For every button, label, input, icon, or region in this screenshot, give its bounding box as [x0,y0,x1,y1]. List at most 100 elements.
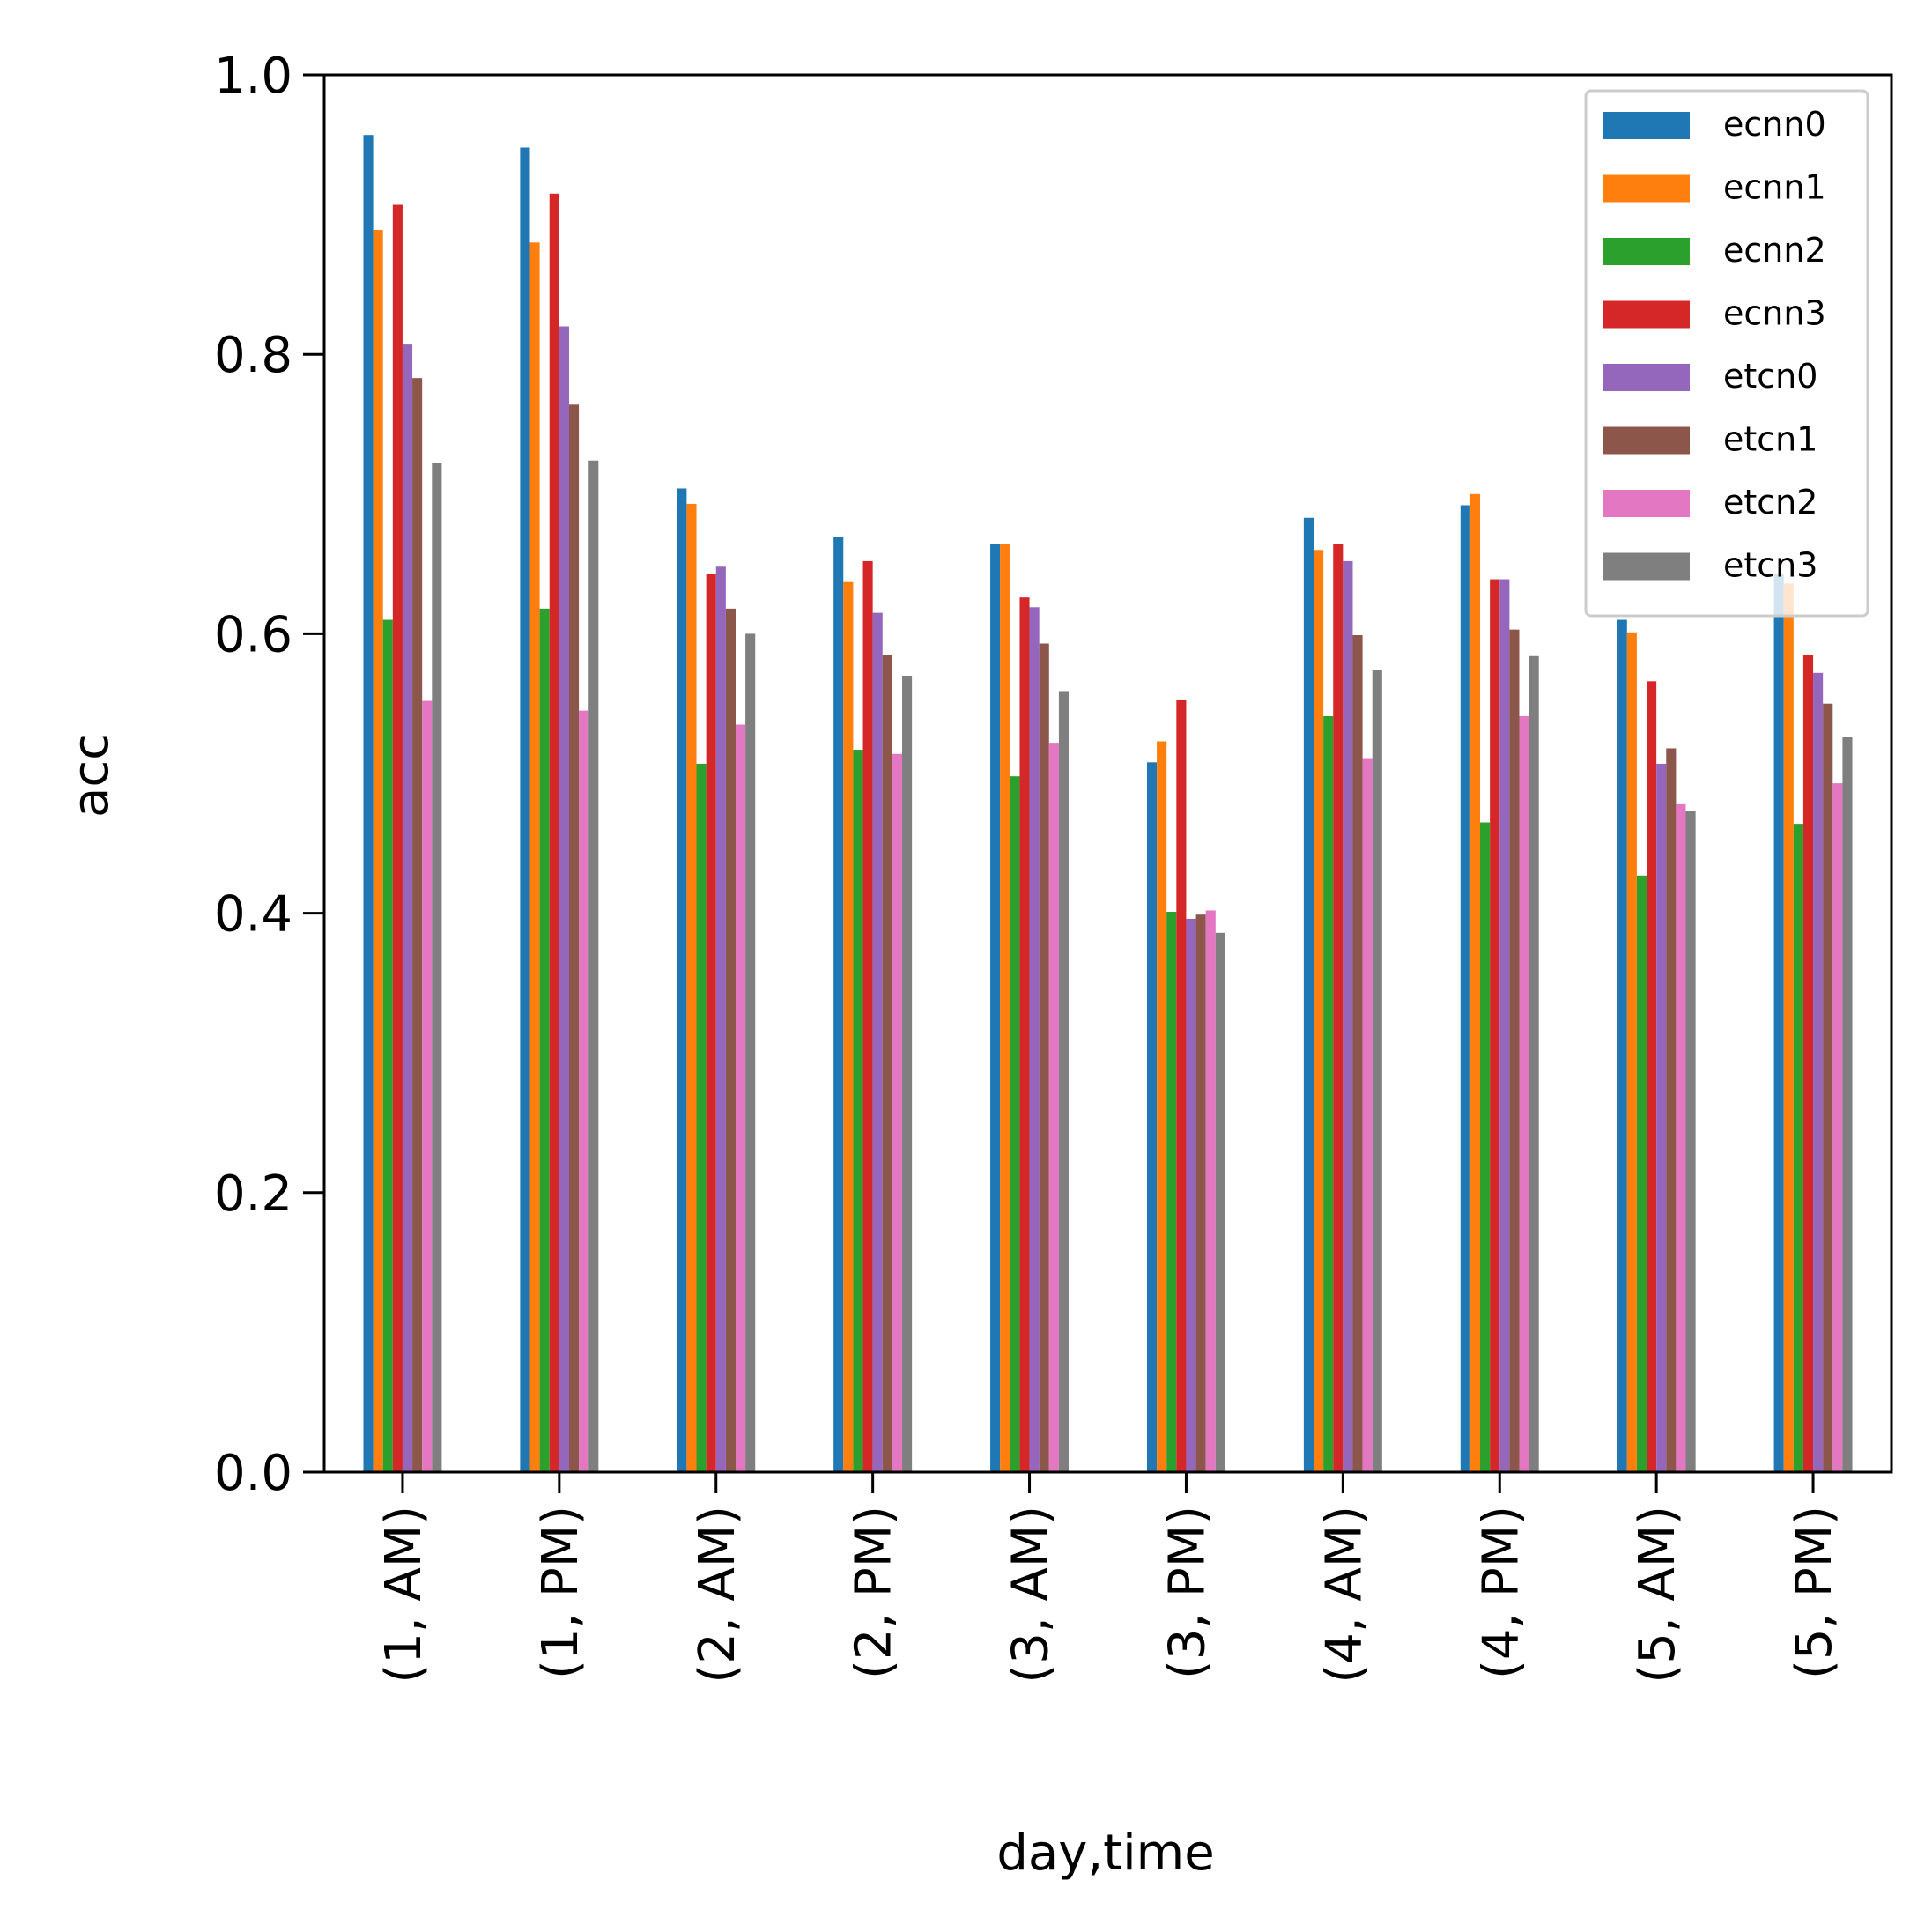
bar-etcn0-1 [559,326,569,1473]
bar-ecnn2-6 [1323,715,1334,1472]
bar-etcn2-2 [735,724,746,1472]
y-tick-label: 0.6 [214,606,292,663]
bar-etcn1-4 [1039,643,1049,1472]
bar-ecnn0-9 [1773,574,1784,1472]
bar-etcn2-3 [892,753,903,1472]
legend-swatch-ecnn3 [1603,300,1690,329]
x-tick-label: (3, AM) [1003,1506,1060,1684]
bar-ecnn2-3 [853,750,863,1472]
bar-ecnn1-1 [529,242,540,1472]
bar-etcn3-8 [1685,811,1696,1472]
bar-ecnn3-2 [706,574,716,1472]
bar-ecnn0-4 [990,544,1001,1472]
bar-ecnn1-8 [1626,632,1637,1472]
bar-etcn0-8 [1656,763,1667,1472]
bar-etcn0-9 [1813,672,1824,1472]
x-tick-label: (1, AM) [375,1506,433,1684]
bar-ecnn2-8 [1636,875,1647,1472]
y-axis-label: acc [63,733,120,818]
bar-etcn1-8 [1666,748,1677,1472]
bar-etcn3-4 [1058,691,1070,1472]
bar-etcn1-5 [1195,914,1206,1472]
x-tick-label: (3, PM) [1158,1506,1216,1679]
bar-etcn0-5 [1186,918,1196,1472]
bar-etcn2-9 [1832,783,1843,1472]
bar-etcn0-7 [1499,579,1510,1472]
bar-etcn0-6 [1343,560,1353,1473]
bar-etcn0-3 [872,612,883,1472]
bar-ecnn0-0 [363,135,374,1473]
bar-ecnn2-1 [539,608,550,1472]
legend-swatch-etcn2 [1603,490,1690,517]
bar-etcn2-1 [579,710,589,1472]
legend-label-etcn2: etcn2 [1723,483,1817,522]
legend-label-ecnn1: ecnn1 [1723,168,1826,207]
bar-ecnn2-9 [1793,824,1803,1472]
bar-ecnn1-6 [1313,550,1324,1472]
y-tick-label: 0.0 [214,1445,292,1502]
legend-swatch-etcn1 [1603,426,1690,455]
bar-ecnn3-8 [1647,681,1657,1472]
bar-ecnn2-4 [1010,776,1020,1472]
bar-etcn3-1 [588,460,599,1472]
bar-ecnn1-2 [686,503,697,1472]
bar-etcn1-0 [412,378,423,1472]
bar-etcn1-9 [1823,703,1833,1472]
bar-ecnn3-3 [862,560,873,1473]
legend: ecnn0 ecnn1 ecnn2 ecnn3 etcn0 etcn1 etcn2 etcn3 [1584,89,1869,618]
bar-etcn2-0 [422,700,433,1472]
plot-frame [322,73,1893,1474]
y-tick-label: 1.0 [214,48,292,105]
bar-ecnn0-3 [833,537,844,1472]
x-tick-label: (5, PM) [1786,1506,1843,1679]
bar-etcn2-8 [1676,803,1686,1472]
bar-etcn3-0 [432,463,442,1473]
bar-ecnn3-5 [1176,699,1187,1472]
bar-etcn1-1 [568,404,580,1472]
x-tick-label: (1, PM) [532,1506,589,1679]
bar-ecnn2-0 [382,619,393,1472]
x-tick-label: (2, AM) [689,1506,746,1684]
bar-ecnn3-6 [1333,544,1344,1472]
bar-ecnn1-5 [1157,741,1167,1472]
bar-etcn3-3 [902,675,913,1472]
bar-ecnn3-9 [1802,655,1814,1472]
legend-swatch-ecnn0 [1603,112,1690,139]
legend-label-etcn3: etcn3 [1723,546,1817,585]
bar-etcn3-2 [745,633,756,1472]
bar-etcn3-9 [1842,737,1853,1472]
bar-ecnn3-4 [1019,597,1030,1472]
x-tick-label: (4, PM) [1472,1506,1529,1679]
x-tick-label: (2, PM) [846,1506,903,1679]
bar-etcn2-5 [1205,910,1216,1472]
bars-layer [363,135,1853,1473]
legend-label-ecnn0: ecnn0 [1723,105,1826,144]
bar-etcn0-2 [715,566,726,1472]
legend-label-ecnn3: ecnn3 [1723,294,1826,333]
bar-etcn1-2 [725,608,736,1472]
legend-swatch-etcn0 [1603,364,1690,391]
bar-ecnn2-5 [1166,912,1177,1472]
bar-etcn3-7 [1529,655,1539,1472]
bar-etcn0-0 [402,344,413,1473]
bar-ecnn0-8 [1617,619,1627,1472]
bar-ecnn1-4 [1000,544,1010,1472]
y-tick-label: 0.8 [214,327,292,384]
y-tick-label: 0.4 [214,886,292,944]
x-axis-label: day,time [996,1825,1214,1882]
x-tick-label: (5, AM) [1629,1506,1686,1684]
legend-box [1584,89,1869,618]
legend-label-etcn0: etcn0 [1723,357,1817,396]
bar-etcn3-6 [1372,670,1382,1472]
x-tick-label: (4, AM) [1315,1506,1373,1684]
bar-etcn3-5 [1215,932,1225,1472]
axes-layer: 0.0 0.2 0.4 0.6 0.8 1.0 (1, AM) (1, PM) (2, AM) (… [214,48,1893,1684]
legend-swatch-ecnn1 [1603,174,1690,203]
bar-etcn2-7 [1519,715,1529,1472]
legend-label-ecnn2: ecnn2 [1723,231,1826,270]
bar-etcn1-7 [1509,629,1520,1472]
legend-label-etcn1: etcn1 [1723,420,1817,459]
bar-ecnn1-9 [1783,583,1794,1472]
legend-swatch-etcn3 [1603,552,1690,581]
